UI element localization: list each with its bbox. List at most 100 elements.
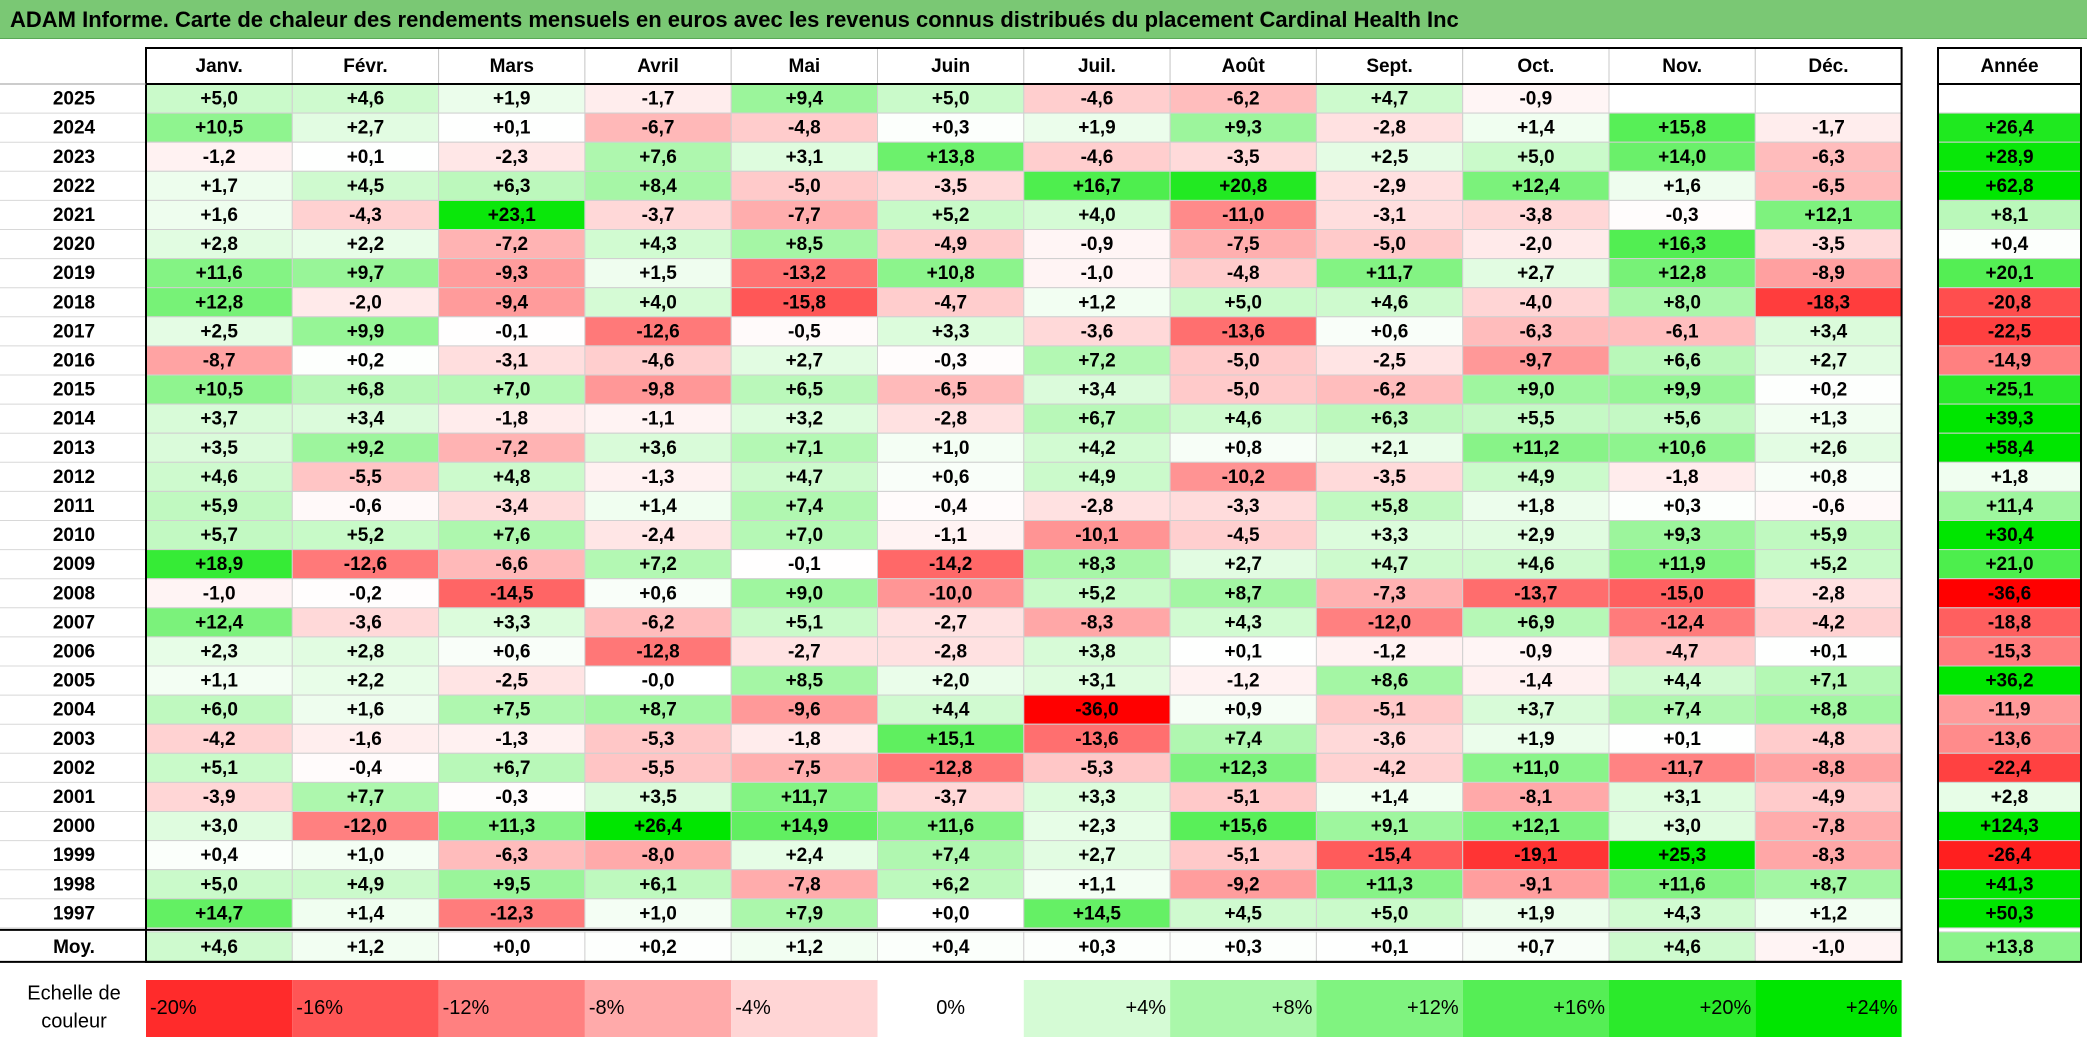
- heatmap-cell: [877, 432, 1025, 463]
- heatmap-cell: [730, 199, 879, 230]
- heatmap-cell-value: +1,5: [639, 263, 677, 284]
- heatmap-cell: [584, 345, 732, 376]
- heatmap-cell-value: -2,8: [1812, 583, 1845, 604]
- heatmap-cell: [1608, 490, 1756, 521]
- heatmap-cell: [1169, 520, 1317, 551]
- average-annual-value: +13,8: [1985, 937, 2033, 958]
- annual-cell-value: +41,3: [1985, 874, 2033, 895]
- heatmap-cell: [1023, 811, 1171, 842]
- heatmap-cell-value: +2,3: [1078, 816, 1116, 837]
- row-year-label: 2012: [53, 467, 95, 488]
- heatmap-cell-value: +5,1: [786, 612, 824, 633]
- column-header-label: Févr.: [343, 56, 387, 77]
- heatmap-cell-value: +1,9: [1078, 118, 1116, 139]
- heatmap-cell-value: -4,3: [349, 205, 382, 226]
- heatmap-cell: [1023, 781, 1171, 813]
- heatmap-cell: [1315, 374, 1464, 405]
- heatmap-cell-value: +15,8: [1658, 118, 1706, 139]
- heatmap-cell: [1023, 490, 1171, 521]
- heatmap-cell: [1608, 141, 1756, 172]
- annual-cell-value: +39,3: [1985, 409, 2033, 430]
- color-scale-step-label: -12%: [443, 997, 490, 1019]
- heatmap-cell-value: +4,2: [1078, 438, 1116, 459]
- annual-cell: [1937, 898, 2082, 929]
- annual-cell: [1937, 549, 2082, 580]
- heatmap-cell: [145, 898, 293, 929]
- average-cell-value: +0,3: [1224, 937, 1262, 958]
- heatmap-cell-value: +2,5: [200, 321, 238, 342]
- heatmap-cell: [438, 316, 586, 347]
- color-scale-step-label: +16%: [1553, 997, 1605, 1019]
- heatmap-cell-value: -3,1: [495, 350, 528, 371]
- heatmap-cell-value: +1,4: [1517, 118, 1555, 139]
- heatmap-cell: [730, 549, 879, 580]
- heatmap-cell: [584, 432, 732, 463]
- column-header-label: Août: [1222, 56, 1266, 77]
- heatmap-cell-value: +2,6: [1810, 438, 1848, 459]
- heatmap-cell: [438, 752, 586, 783]
- heatmap-cell-value: +3,4: [1078, 380, 1116, 401]
- heatmap-cell: [438, 578, 586, 609]
- heatmap-cell: [584, 549, 732, 580]
- heatmap-cell: [438, 141, 586, 172]
- heatmap-cell-value: +4,7: [786, 467, 824, 488]
- heatmap-cell: [1023, 316, 1171, 347]
- heatmap-cell: [145, 432, 293, 463]
- heatmap-cell-value: +1,3: [1810, 409, 1848, 430]
- heatmap-cell-value: +4,7: [1371, 89, 1409, 110]
- heatmap-cell: [877, 112, 1025, 143]
- heatmap-cell-value: +7,1: [1810, 671, 1848, 692]
- heatmap-cell: [1754, 199, 1903, 230]
- heatmap-cell-value: -9,8: [642, 380, 675, 401]
- heatmap-cell: [877, 229, 1025, 260]
- heatmap-cell-value: +10,6: [1658, 438, 1706, 459]
- heatmap-cell-value: -9,4: [495, 292, 528, 313]
- heatmap-cell-value: -1,2: [203, 147, 236, 168]
- heatmap-cell-value: +0,1: [493, 118, 531, 139]
- heatmap-cell-value: +0,6: [1371, 321, 1409, 342]
- heatmap-cell-value: -18,3: [1807, 292, 1850, 313]
- column-header-label: Mars: [490, 56, 534, 77]
- heatmap-cell-value: +5,0: [1517, 147, 1555, 168]
- heatmap-cell-value: +12,1: [1512, 816, 1561, 837]
- heatmap-cell-value: -12,0: [344, 816, 387, 837]
- heatmap-cell-value: -4,9: [934, 234, 967, 255]
- column-header-label: Juin: [931, 56, 970, 77]
- heatmap-cell-value: -0,3: [495, 787, 528, 808]
- heatmap-cell-value: +3,5: [639, 787, 677, 808]
- heatmap-cell-value: -1,1: [642, 409, 675, 430]
- heatmap-cell: [730, 898, 879, 929]
- average-cell: [438, 931, 586, 963]
- heatmap-cell-value: -5,0: [1227, 380, 1260, 401]
- heatmap-cell: [1023, 520, 1171, 551]
- heatmap-cell-value: -8,1: [1519, 787, 1552, 808]
- column-header-cell: [1608, 47, 1756, 85]
- heatmap-cell: [730, 461, 879, 492]
- row-year-label: 2006: [53, 641, 95, 662]
- average-cell-value: +1,2: [786, 937, 824, 958]
- heatmap-cell: [1754, 229, 1903, 260]
- heatmap-cell-value: -3,5: [1373, 467, 1406, 488]
- heatmap-cell: [584, 723, 732, 754]
- heatmap-cell: [1023, 636, 1171, 667]
- heatmap-cell-value: -2,7: [934, 612, 967, 633]
- heatmap-cell-value: +26,4: [634, 816, 683, 837]
- heatmap-cell: [1169, 461, 1317, 492]
- heatmap-cell-value: +0,3: [1663, 496, 1701, 517]
- heatmap-cell-value: +3,4: [1810, 321, 1848, 342]
- heatmap-cell-value: -4,0: [1519, 292, 1552, 313]
- heatmap-cell: [438, 636, 586, 667]
- heatmap-cell: [1169, 199, 1317, 230]
- heatmap-cell: [730, 112, 879, 143]
- color-scale-step-label: +12%: [1407, 997, 1459, 1019]
- heatmap-cell-value: -0,9: [1519, 89, 1552, 110]
- heatmap-cell: [438, 811, 586, 842]
- heatmap-cell-value: -9,2: [1227, 874, 1260, 895]
- row-year-label: 2017: [53, 321, 95, 342]
- heatmap-cell: [877, 258, 1025, 289]
- heatmap-cell: [291, 898, 440, 929]
- heatmap-cell-value: -1,6: [349, 729, 382, 750]
- heatmap-cell: [584, 287, 732, 318]
- heatmap-cell-value: +1,4: [347, 903, 385, 924]
